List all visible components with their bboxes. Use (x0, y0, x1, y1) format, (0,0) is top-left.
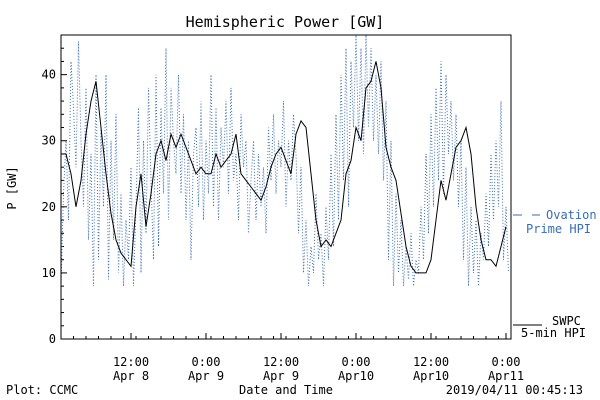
series-ovation-line (61, 35, 509, 287)
x-tick-label-time: 0:00 (192, 355, 221, 369)
y-ticks (61, 47, 67, 340)
x-tick-label-date: Apr10 (338, 369, 374, 383)
footer-xlabel: Date and Time (239, 383, 333, 397)
y-tick-label: 0 (49, 332, 56, 346)
y-tick-label: 30 (42, 134, 56, 148)
series-swpc-line (61, 61, 507, 274)
x-tick-label-time: 12:00 (413, 355, 449, 369)
legend-ovation-line1: Ovation (546, 208, 597, 222)
y-tick-label: 40 (42, 68, 56, 82)
x-tick-label-time: 0:00 (492, 355, 521, 369)
x-tick-label-date: Apr10 (413, 369, 449, 383)
x-ticks (60, 333, 512, 339)
x-tick-label-time: 12:00 (263, 355, 299, 369)
y-axis-label: P [GW] (5, 166, 19, 209)
x-tick-label-date: Apr11 (488, 369, 524, 383)
x-tick-label-date: Apr 9 (188, 369, 224, 383)
x-tick-label-date: Apr 9 (263, 369, 299, 383)
y-tick-labels: 0 10 20 30 40 (42, 68, 56, 346)
plot-frame (60, 34, 512, 340)
x-tick-label-date: Apr 8 (113, 369, 149, 383)
legend-ovation-line2: Prime HPI (526, 222, 591, 236)
y-tick-label: 10 (42, 266, 56, 280)
x-tick-label-time: 12:00 (113, 355, 149, 369)
footer-source: Plot: CCMC (6, 383, 78, 397)
footer-timestamp: 2019/04/11 00:45:13 (446, 383, 583, 397)
chart-title: Hemispheric Power [GW] (186, 13, 385, 31)
legend-swpc-line1: SWPC (552, 314, 581, 328)
legend-swpc-line2: 5-min HPI (521, 326, 586, 340)
plot-clip (61, 35, 509, 287)
x-tick-label-time: 0:00 (342, 355, 371, 369)
y-tick-label: 20 (42, 200, 56, 214)
legend: Ovation Prime HPI SWPC 5-min HPI (513, 208, 597, 340)
